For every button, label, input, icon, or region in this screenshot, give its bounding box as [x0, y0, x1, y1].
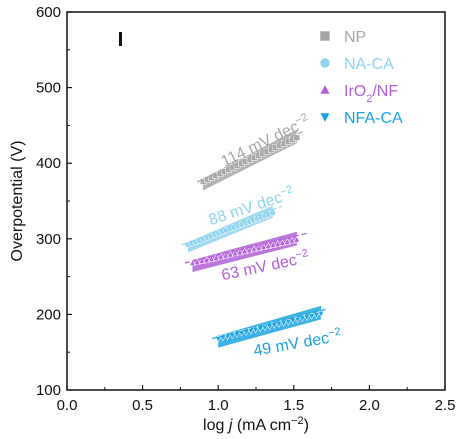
- data-point: [250, 245, 258, 253]
- y-tick-label: 100: [36, 382, 61, 399]
- data-point: [317, 311, 325, 318]
- data-point: [261, 324, 269, 332]
- x-tick-label: 2.5: [435, 397, 456, 414]
- legend-label: NFA-CA: [344, 110, 403, 127]
- x-tick-label: 2.0: [359, 397, 380, 414]
- y-tick-label: 600: [36, 4, 61, 21]
- data-point: [207, 254, 215, 262]
- legend-marker: [319, 57, 331, 69]
- data-point: [293, 235, 301, 243]
- x-tick-label: 0.0: [57, 397, 78, 414]
- data-point: [279, 238, 287, 246]
- data-point: [231, 249, 239, 257]
- data-point: [312, 312, 320, 319]
- data-point: [308, 313, 316, 321]
- data-point: [288, 236, 296, 244]
- y-tick-label: 500: [36, 80, 61, 97]
- legend-marker: [319, 112, 331, 124]
- data-point: [193, 258, 201, 265]
- data-point: [293, 134, 301, 141]
- legend-label: IrO2/NF: [344, 83, 398, 105]
- data-point: [188, 259, 196, 266]
- data-point: [269, 209, 276, 217]
- x-tick-label: 1.0: [208, 397, 229, 414]
- data-point: [245, 246, 253, 254]
- data-point: [260, 243, 268, 250]
- legend-marker: [319, 30, 331, 42]
- data-point: [217, 252, 225, 260]
- marker-artifact: [119, 32, 122, 46]
- y-tick-label: 400: [36, 155, 61, 172]
- x-tick-label: 0.5: [132, 397, 153, 414]
- data-point: [222, 251, 230, 259]
- x-axis-title: log j (mA cm−2): [203, 415, 309, 434]
- data-point: [226, 250, 234, 258]
- fit-line: [196, 130, 304, 183]
- data-point: [236, 248, 244, 256]
- data-point: [284, 319, 292, 326]
- legend-marker: [319, 83, 331, 95]
- data-point: [203, 256, 211, 263]
- data-point: [269, 241, 277, 248]
- data-point: [241, 247, 249, 255]
- data-point: [274, 240, 282, 247]
- data-point: [283, 237, 291, 245]
- y-tick-label: 200: [36, 306, 61, 323]
- data-point: [255, 244, 263, 251]
- data-point: [264, 242, 272, 249]
- y-axis-title: Overpotential (V): [9, 141, 26, 262]
- fit-line: [212, 308, 328, 340]
- legend-label: NP: [344, 29, 366, 46]
- x-tick-label: 1.5: [283, 397, 304, 414]
- legend-label: NA-CA: [344, 56, 394, 73]
- fit-line: [184, 232, 310, 264]
- data-point: [198, 257, 206, 264]
- legend: NP NA-CA IrO2/NF NFA-CA: [319, 29, 403, 127]
- data-point: [238, 330, 246, 338]
- y-tick-label: 300: [36, 231, 61, 248]
- fit-line: [181, 205, 282, 246]
- data-point: [212, 253, 220, 261]
